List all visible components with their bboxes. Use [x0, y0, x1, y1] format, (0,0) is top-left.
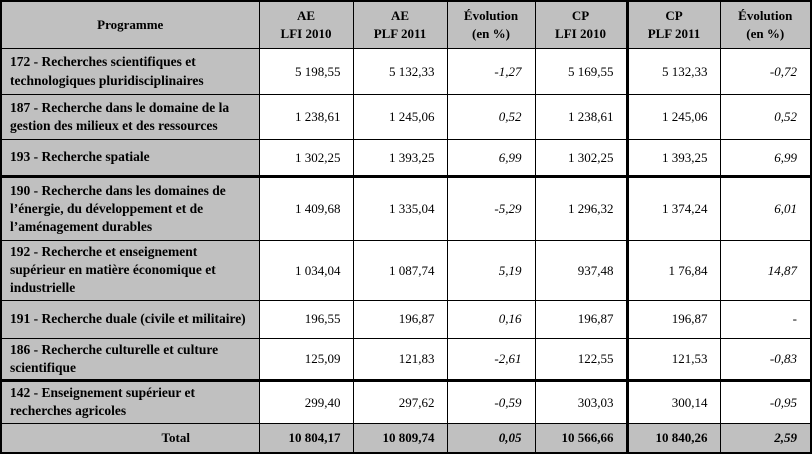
- value-cell-cp-plf: 196,87: [625, 299, 721, 339]
- value-cell-cp-plf: 1 245,06: [625, 94, 721, 140]
- evolution-cell-cp: 6,01: [719, 175, 812, 241]
- value-cell-cp-plf: 1 374,24: [625, 175, 721, 241]
- column-header-evolution-cp: Évolution (en %): [719, 0, 812, 49]
- value-cell-ae-plf: 1 087,74: [352, 240, 448, 301]
- evolution-cell-cp: 14,87: [719, 240, 812, 301]
- value-cell-cp-plf: 300,14: [625, 379, 721, 424]
- programme-cell: 172 - Recherches scientifiques et techno…: [0, 48, 260, 95]
- evolution-cell-ae: -5,29: [446, 175, 536, 241]
- value-cell-ae-lfi: 1 034,04: [258, 240, 354, 301]
- column-header-programme: Programme: [0, 0, 260, 49]
- value-cell-ae-lfi: 5 198,55: [258, 48, 354, 95]
- programme-cell: 193 - Recherche spatiale: [0, 139, 260, 177]
- evolution-cell-cp: 6,99: [719, 139, 812, 177]
- value-cell-ae-plf: 5 132,33: [352, 48, 448, 95]
- column-header-evolution-ae: Évolution (en %): [446, 0, 536, 49]
- evolution-cell-ae: 6,99: [446, 139, 536, 177]
- value-cell-ae-lfi: 1 302,25: [258, 139, 354, 177]
- total-cp-plf: 10 840,26: [625, 422, 721, 454]
- value-cell-cp-plf: 1 76,84: [625, 240, 721, 301]
- programme-cell: 187 - Recherche dans le domaine de la ge…: [0, 94, 260, 140]
- column-header-ae-lfi-2010: AE LFI 2010: [258, 0, 354, 49]
- value-cell-cp-lfi: 196,87: [534, 299, 628, 339]
- evolution-cell-cp: -0,95: [719, 379, 812, 424]
- value-cell-cp-lfi: 5 169,55: [534, 48, 628, 95]
- table-row-programme-190: 190 - Recherche dans les domaines de l’é…: [0, 175, 812, 241]
- value-cell-ae-plf: 196,87: [352, 299, 448, 339]
- table-row-programme-191: 191 - Recherche duale (civile et militai…: [0, 299, 812, 339]
- header-label: Programme: [97, 17, 164, 33]
- value-cell-ae-plf: 297,62: [352, 379, 448, 424]
- evolution-cell-cp: -0,83: [719, 337, 812, 382]
- value-cell-cp-lfi: 937,48: [534, 240, 628, 301]
- column-header-cp-plf-2011: CP PLF 2011: [625, 0, 721, 49]
- value-cell-ae-lfi: 1 238,61: [258, 94, 354, 140]
- header-row: Programme AE LFI 2010 AE PLF 2011 Évolut…: [0, 0, 812, 49]
- value-cell-cp-lfi: 122,55: [534, 337, 628, 382]
- evolution-cell-ae: -0,59: [446, 379, 536, 424]
- value-cell-cp-plf: 5 132,33: [625, 48, 721, 95]
- column-header-cp-lfi-2010: CP LFI 2010: [534, 0, 628, 49]
- evolution-cell-cp: -: [719, 299, 812, 339]
- total-evolution-ae: 0,05: [446, 422, 536, 454]
- value-cell-ae-lfi: 125,09: [258, 337, 354, 382]
- total-label-cell: Total: [0, 422, 260, 454]
- evolution-cell-ae: -1,27: [446, 48, 536, 95]
- table-row-programme-186: 186 - Recherche culturelle et culture sc…: [0, 337, 812, 382]
- column-header-ae-plf-2011: AE PLF 2011: [352, 0, 448, 49]
- value-cell-ae-lfi: 1 409,68: [258, 175, 354, 241]
- programme-cell: 186 - Recherche culturelle et culture sc…: [0, 337, 260, 382]
- budget-credits-table: Programme AE LFI 2010 AE PLF 2011 Évolut…: [0, 0, 812, 455]
- evolution-cell-ae: 0,52: [446, 94, 536, 140]
- evolution-cell-ae: -2,61: [446, 337, 536, 382]
- table-row-programme-187: 187 - Recherche dans le domaine de la ge…: [0, 94, 812, 140]
- total-evolution-cp: 2,59: [719, 422, 812, 454]
- value-cell-cp-lfi: 303,03: [534, 379, 628, 424]
- total-ae-plf: 10 809,74: [352, 422, 448, 454]
- value-cell-ae-plf: 1 393,25: [352, 139, 448, 177]
- table-row-programme-193: 193 - Recherche spatiale 1 302,25 1 393,…: [0, 139, 812, 177]
- table-row-programme-192: 192 - Recherche et enseignement supérieu…: [0, 240, 812, 301]
- value-cell-ae-plf: 1 245,06: [352, 94, 448, 140]
- evolution-cell-cp: 0,52: [719, 94, 812, 140]
- value-cell-ae-plf: 1 335,04: [352, 175, 448, 241]
- evolution-cell-ae: 0,16: [446, 299, 536, 339]
- total-cp-lfi: 10 566,66: [534, 422, 628, 454]
- programme-cell: 191 - Recherche duale (civile et militai…: [0, 299, 260, 339]
- value-cell-cp-lfi: 1 302,25: [534, 139, 628, 177]
- value-cell-cp-plf: 121,53: [625, 337, 721, 382]
- evolution-cell-ae: 5,19: [446, 240, 536, 301]
- programme-cell: 190 - Recherche dans les domaines de l’é…: [0, 175, 260, 241]
- table-row-programme-142: 142 - Enseignement supérieur et recherch…: [0, 379, 812, 424]
- table-row-programme-172: 172 - Recherches scientifiques et techno…: [0, 48, 812, 95]
- value-cell-ae-lfi: 196,55: [258, 299, 354, 339]
- value-cell-ae-lfi: 299,40: [258, 379, 354, 424]
- evolution-cell-cp: -0,72: [719, 48, 812, 95]
- value-cell-cp-plf: 1 393,25: [625, 139, 721, 177]
- total-row: Total 10 804,17 10 809,74 0,05 10 566,66…: [0, 422, 812, 454]
- value-cell-ae-plf: 121,83: [352, 337, 448, 382]
- value-cell-cp-lfi: 1 296,32: [534, 175, 628, 241]
- programme-cell: 192 - Recherche et enseignement supérieu…: [0, 240, 260, 301]
- programme-cell: 142 - Enseignement supérieur et recherch…: [0, 379, 260, 424]
- total-ae-lfi: 10 804,17: [258, 422, 354, 454]
- value-cell-cp-lfi: 1 238,61: [534, 94, 628, 140]
